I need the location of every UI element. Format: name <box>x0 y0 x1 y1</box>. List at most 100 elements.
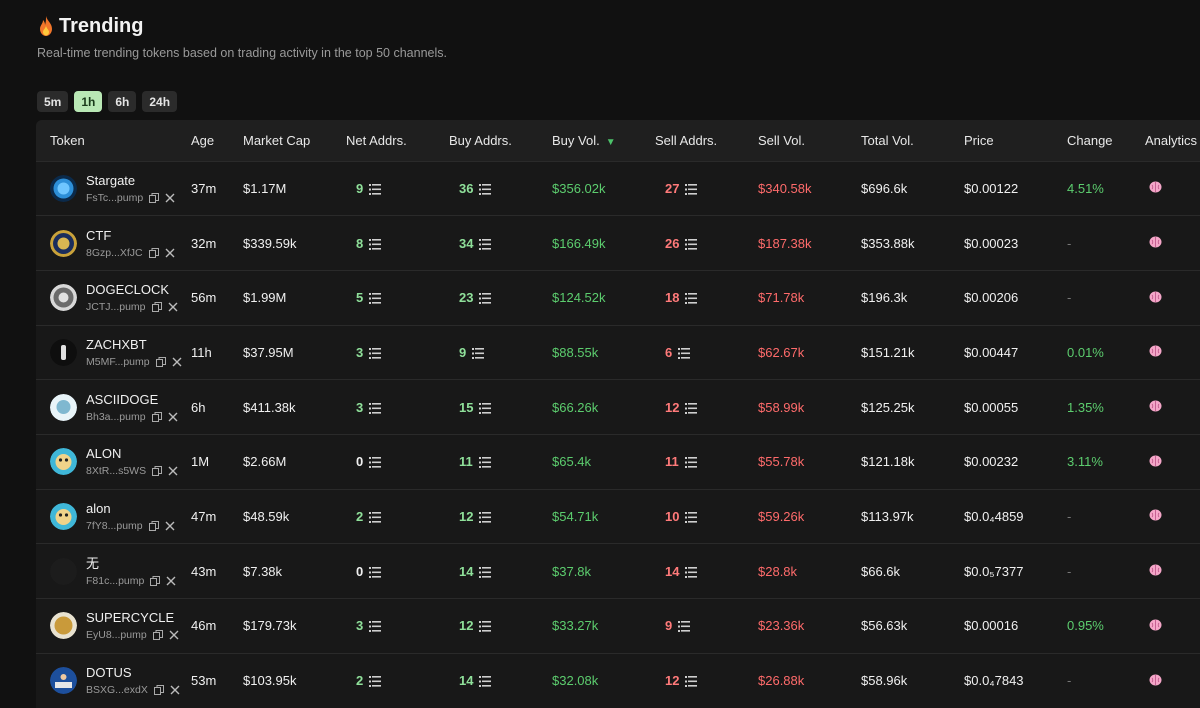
list-icon[interactable] <box>685 238 698 250</box>
token-name[interactable]: ASCIIDOGE <box>86 391 159 407</box>
list-icon[interactable] <box>479 402 492 414</box>
brain-icon[interactable] <box>1149 673 1162 686</box>
table-row[interactable]: alon 7fY8...pump 47m $48.59k 2 12 $54.71k 10 $59… <box>36 489 1200 544</box>
list-icon[interactable] <box>479 183 492 195</box>
token-name[interactable]: SUPERCYCLE <box>86 610 175 626</box>
copy-icon[interactable] <box>152 466 163 477</box>
list-icon[interactable] <box>369 238 382 250</box>
list-icon[interactable] <box>478 456 491 469</box>
col-analytics[interactable]: Analytics <box>1145 132 1198 148</box>
token-name[interactable]: Stargate <box>86 172 136 188</box>
col-change[interactable]: Change <box>1067 132 1113 148</box>
change-value: 4.51% <box>1067 180 1104 196</box>
list-icon[interactable] <box>369 402 382 414</box>
table-row[interactable]: ALON 8XtR...s5WS 1M $2.66M 0 11 $65.4k 11 $55.78… <box>36 434 1200 489</box>
list-icon[interactable] <box>369 292 382 305</box>
col-age[interactable]: Age <box>191 132 215 148</box>
table-row[interactable]: CTF 8Gzp...XfJC 32m $339.59k 8 34 $166.49k 26 $1… <box>36 215 1200 271</box>
list-icon[interactable] <box>685 675 698 688</box>
col-buy-vol[interactable]: Buy Vol. ▼ <box>552 120 655 161</box>
list-icon[interactable] <box>369 511 382 523</box>
x-icon[interactable] <box>169 630 179 640</box>
token-name[interactable]: ZACHXBT <box>86 336 147 352</box>
table-row[interactable]: ZACHXBT M5MF...pump 11h $37.95M 3 9 $88.55k 6 $6… <box>36 325 1200 380</box>
list-icon[interactable] <box>685 566 698 578</box>
token-name[interactable]: DOGECLOCK <box>86 282 170 298</box>
brain-icon[interactable] <box>1149 180 1162 193</box>
list-icon[interactable] <box>479 620 492 633</box>
brain-icon[interactable] <box>1149 290 1162 303</box>
table-row[interactable]: DOTUS BSXG...exdX 53m $103.95k 2 14 $32.08k 12 $… <box>36 653 1200 708</box>
list-icon[interactable] <box>479 675 492 688</box>
x-icon[interactable] <box>165 193 175 203</box>
list-icon[interactable] <box>685 292 698 305</box>
list-icon[interactable] <box>678 347 691 359</box>
copy-icon[interactable] <box>151 302 162 313</box>
list-icon[interactable] <box>684 456 697 469</box>
col-total-vol[interactable]: Total Vol. <box>861 132 914 148</box>
brain-icon[interactable] <box>1149 344 1162 357</box>
list-icon[interactable] <box>369 456 382 469</box>
list-icon[interactable] <box>369 620 382 633</box>
list-icon[interactable] <box>369 566 382 578</box>
x-icon[interactable] <box>172 357 182 367</box>
list-icon[interactable] <box>479 292 492 305</box>
x-icon[interactable] <box>166 576 176 586</box>
x-icon[interactable] <box>170 685 180 695</box>
copy-icon[interactable] <box>155 356 166 367</box>
list-icon[interactable] <box>479 511 492 523</box>
brain-icon[interactable] <box>1149 399 1162 412</box>
col-buy-addrs[interactable]: Buy Addrs. <box>449 132 512 148</box>
timeframe-6h-button[interactable]: 6h <box>108 91 137 112</box>
list-icon[interactable] <box>479 238 492 250</box>
table-row[interactable]: SUPERCYCLE EyU8...pump 46m $179.73k 3 12 $33.2… <box>36 598 1200 654</box>
copy-icon[interactable] <box>152 630 163 641</box>
x-icon[interactable] <box>168 466 178 476</box>
brain-icon[interactable] <box>1149 618 1162 631</box>
copy-icon[interactable] <box>148 520 159 531</box>
sell-addrs-value: 18 <box>665 290 680 306</box>
table-row[interactable]: 无 F81c...pump 43m $7.38k 0 14 $37.8k 14 $28.8k $6… <box>36 543 1200 599</box>
list-icon[interactable] <box>369 183 382 195</box>
timeframe-24h-button[interactable]: 24h <box>142 91 178 112</box>
token-name[interactable]: 无 <box>86 555 100 571</box>
list-icon[interactable] <box>685 402 698 414</box>
list-icon[interactable] <box>685 183 698 195</box>
col-price[interactable]: Price <box>964 132 994 148</box>
total-vol-value: $125.25k <box>861 399 915 415</box>
token-name[interactable]: DOTUS <box>86 665 132 681</box>
copy-icon[interactable] <box>153 685 164 696</box>
brain-icon[interactable] <box>1149 454 1162 467</box>
list-icon[interactable] <box>369 347 382 359</box>
copy-icon[interactable] <box>150 575 161 586</box>
list-icon[interactable] <box>685 511 698 523</box>
token-name[interactable]: ALON <box>86 446 122 462</box>
x-icon[interactable] <box>165 248 175 258</box>
copy-icon[interactable] <box>151 411 162 422</box>
x-icon[interactable] <box>168 412 178 422</box>
list-icon[interactable] <box>369 675 382 688</box>
list-icon[interactable] <box>472 347 485 359</box>
brain-icon[interactable] <box>1149 508 1162 521</box>
x-icon[interactable] <box>168 302 178 312</box>
brain-icon[interactable] <box>1149 563 1162 576</box>
list-icon[interactable] <box>479 566 492 578</box>
buy-vol-value: $33.27k <box>552 618 599 634</box>
table-row[interactable]: Stargate FsTc...pump 37m $1.17M 9 36 $356.02k 2… <box>36 161 1200 216</box>
token-name[interactable]: CTF <box>86 227 112 243</box>
col-net-addrs[interactable]: Net Addrs. <box>346 132 407 148</box>
table-row[interactable]: DOGECLOCK JCTJ...pump 56m $1.99M 5 23 $124.52k… <box>36 270 1200 325</box>
col-sell-vol[interactable]: Sell Vol. <box>758 132 805 148</box>
table-row[interactable]: ASCIIDOGE Bh3a...pump 6h $411.38k 3 15 $66.26k… <box>36 379 1200 435</box>
timeframe-1h-button[interactable]: 1h <box>74 91 103 112</box>
copy-icon[interactable] <box>149 192 160 203</box>
col-sell-addrs[interactable]: Sell Addrs. <box>655 132 718 148</box>
col-token[interactable]: Token <box>50 132 85 148</box>
timeframe-5m-button[interactable]: 5m <box>37 91 69 112</box>
brain-icon[interactable] <box>1149 235 1162 248</box>
token-name[interactable]: alon <box>86 500 111 516</box>
list-icon[interactable] <box>678 620 691 633</box>
col-market-cap[interactable]: Market Cap <box>243 132 311 148</box>
copy-icon[interactable] <box>148 247 159 258</box>
x-icon[interactable] <box>165 521 175 531</box>
